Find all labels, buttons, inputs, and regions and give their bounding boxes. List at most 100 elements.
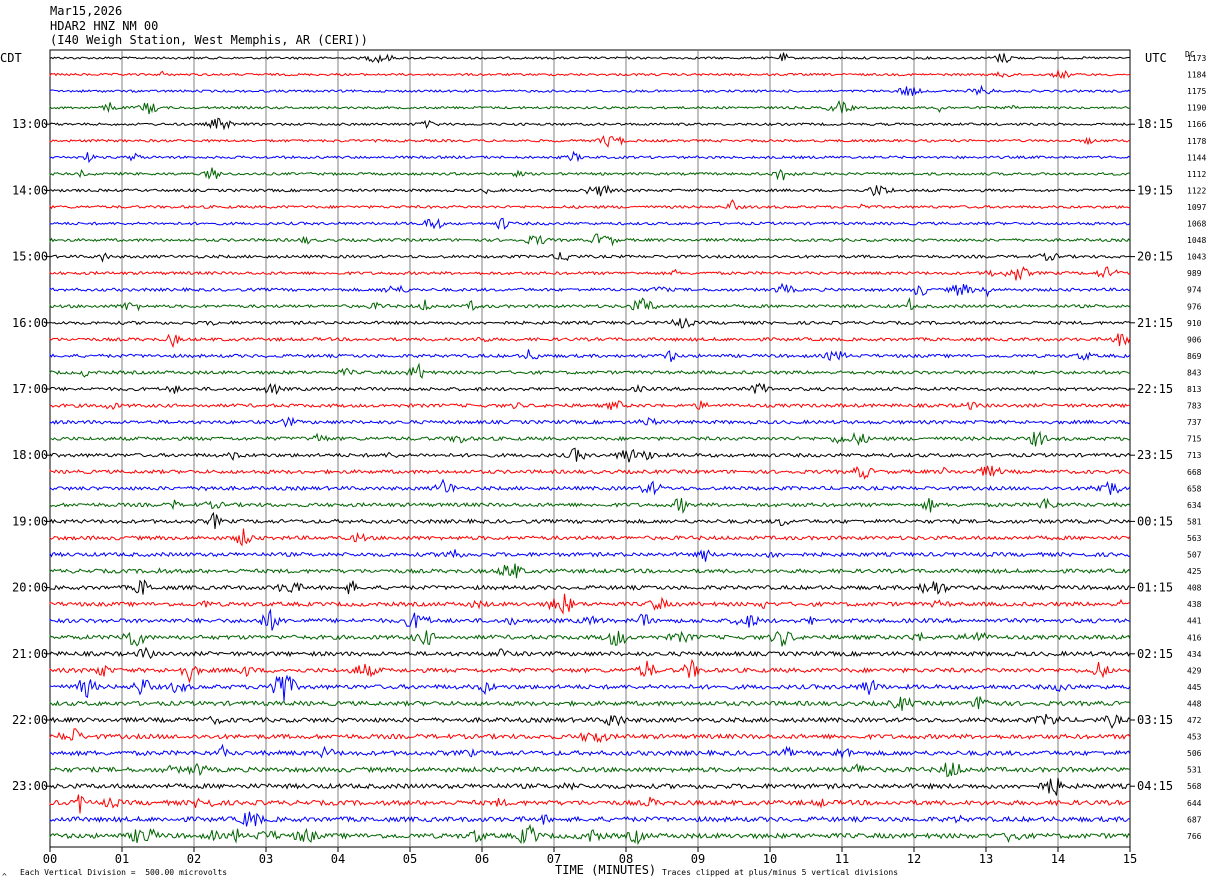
- cdt-hour-label: 19:00: [12, 514, 48, 528]
- dc-offset-label: 429: [1187, 666, 1202, 675]
- x-tick-label: 02: [187, 852, 201, 866]
- seismic-trace: [49, 400, 1130, 411]
- seismic-trace: [49, 743, 1131, 760]
- seismic-trace: [49, 777, 1131, 796]
- seismic-trace: [49, 593, 1131, 615]
- seismic-trace: [49, 282, 1131, 298]
- dc-offset-label: 1048: [1187, 236, 1206, 245]
- dc-offset-label: 989: [1187, 269, 1202, 278]
- dc-offset-label: 976: [1187, 302, 1202, 311]
- dc-offset-label: 1166: [1187, 120, 1206, 129]
- x-axis-title: TIME (MINUTES): [555, 863, 657, 877]
- cdt-hour-label: 13:00: [12, 117, 48, 131]
- x-tick-label: 14: [1051, 852, 1065, 866]
- seismic-trace: [49, 167, 1131, 181]
- seismic-trace: [49, 382, 1131, 396]
- dc-offset-label: 906: [1187, 335, 1202, 344]
- dc-offset-label: 441: [1187, 617, 1202, 626]
- seismic-trace: [49, 478, 1131, 496]
- dc-offset-label: 1112: [1187, 170, 1206, 179]
- seismic-trace: [49, 762, 1131, 778]
- cdt-hour-label: 18:00: [12, 448, 48, 462]
- x-tick-label: 01: [115, 852, 129, 866]
- dc-offset-label: 1184: [1187, 71, 1206, 80]
- dc-offset-label: 813: [1187, 385, 1202, 394]
- seismic-trace: [49, 728, 1131, 744]
- dc-offset-label: 715: [1187, 435, 1202, 444]
- x-tick-label: 13: [979, 852, 993, 866]
- dc-offset-label: 1175: [1187, 87, 1206, 96]
- seismic-trace: [49, 465, 1131, 480]
- dc-offset-label: 445: [1187, 683, 1202, 692]
- x-tick-label: 12: [907, 852, 921, 866]
- seismic-trace: [49, 416, 1131, 428]
- dc-offset-label: 507: [1187, 551, 1202, 560]
- dc-offset-label: 506: [1187, 749, 1202, 758]
- plot-frame: [49, 49, 1131, 848]
- plot-date: Mar15,2026: [50, 4, 123, 18]
- dc-offset-label: 869: [1187, 352, 1202, 361]
- dc-column-title: DC: [1185, 50, 1195, 59]
- cdt-hour-label: 14:00: [12, 183, 48, 197]
- dc-offset-label: 531: [1187, 766, 1202, 775]
- utc-hour-label: 01:15: [1137, 581, 1173, 595]
- dc-offset-label: 737: [1187, 418, 1202, 427]
- cdt-hour-label: 17:00: [12, 382, 48, 396]
- seismic-trace: [49, 52, 1130, 64]
- cdt-hour-label: 20:00: [12, 581, 48, 595]
- dc-offset-label: 1144: [1187, 153, 1206, 162]
- x-tick-label: 05: [403, 852, 417, 866]
- seismic-trace: [49, 233, 1131, 247]
- clip-note: Traces clipped at plus/minus 5 vertical …: [662, 868, 899, 877]
- seismic-trace: [49, 430, 1130, 447]
- x-tick-label: 10: [763, 852, 777, 866]
- seismic-trace: [49, 674, 1131, 702]
- seismic-trace: [49, 823, 1131, 846]
- seismic-trace: [49, 646, 1131, 659]
- x-tick-label: 03: [259, 852, 273, 866]
- dc-offset-label: 568: [1187, 782, 1202, 791]
- seismic-trace: [49, 658, 1131, 684]
- seismic-trace: [49, 696, 1131, 711]
- cdt-hour-label: 15:00: [12, 250, 48, 264]
- seismic-trace: [49, 362, 1131, 379]
- cdt-hour-label: 21:00: [12, 647, 48, 661]
- utc-hour-label: 22:15: [1137, 382, 1173, 396]
- dc-offset-label: 974: [1187, 286, 1202, 295]
- seismic-trace: [49, 630, 1131, 647]
- utc-hour-label: 20:15: [1137, 250, 1173, 264]
- utc-hour-label: 23:15: [1137, 448, 1173, 462]
- dc-offset-label: 1178: [1187, 137, 1206, 146]
- dc-offset-label: 416: [1187, 633, 1202, 642]
- x-tick-label: 06: [475, 852, 489, 866]
- utc-hour-label: 18:15: [1137, 117, 1173, 131]
- dc-offset-label: 766: [1187, 832, 1202, 841]
- dc-offset-label: 687: [1187, 815, 1202, 824]
- seismic-trace: [49, 447, 1131, 463]
- seismic-trace: [49, 296, 1131, 312]
- x-tick-label: 07: [547, 852, 561, 866]
- dc-offset-label: 453: [1187, 733, 1202, 742]
- seismic-trace: [49, 579, 1131, 595]
- dc-offset-label: 408: [1187, 584, 1202, 593]
- x-tick-label: 08: [619, 852, 633, 866]
- seismic-trace: [49, 84, 1131, 97]
- dc-offset-label: 438: [1187, 600, 1202, 609]
- dc-offset-label: 563: [1187, 534, 1202, 543]
- dc-offset-label: 783: [1187, 402, 1202, 411]
- dc-offset-label: 843: [1187, 368, 1202, 377]
- cdt-hour-label: 22:00: [12, 713, 48, 727]
- utc-hour-label: 03:15: [1137, 713, 1173, 727]
- x-tick-label: 00: [43, 852, 57, 866]
- dc-offset-label: 581: [1187, 517, 1202, 526]
- scale-note: Each Vertical Division = 500.00 microvol…: [20, 868, 228, 877]
- x-tick-label: 15: [1123, 852, 1137, 866]
- dc-offset-label: 1043: [1187, 253, 1206, 262]
- seismic-trace: [49, 333, 1131, 349]
- cdt-hour-label: 16:00: [12, 316, 48, 330]
- dc-offset-label: 1173: [1187, 54, 1206, 63]
- dc-offset-label: 1097: [1187, 203, 1206, 212]
- x-tick-label: 04: [331, 852, 345, 866]
- channel-id: HDAR2 HNZ NM 00: [50, 19, 159, 33]
